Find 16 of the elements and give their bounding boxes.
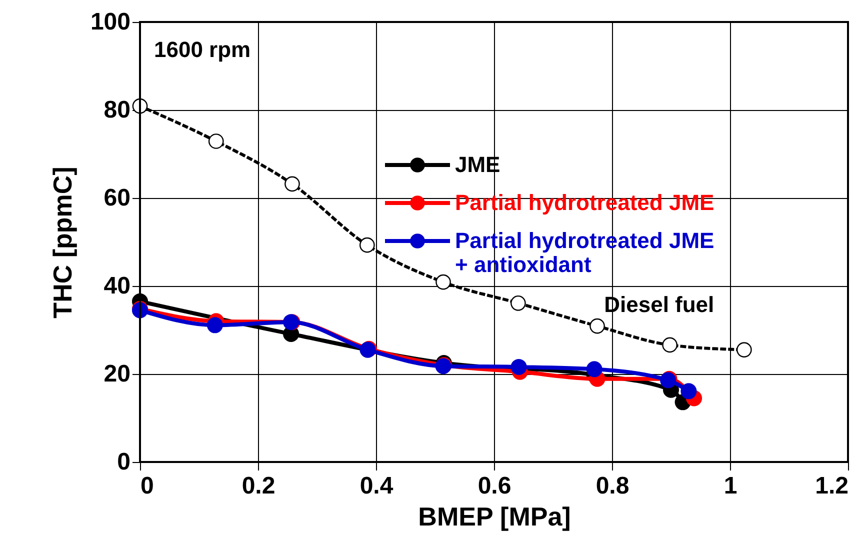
y-tick-label: 20 xyxy=(104,360,130,388)
x-axis-title: BMEP [MPa] xyxy=(418,502,571,532)
x-tick-label: 1 xyxy=(724,472,738,500)
y-tick-label: 100 xyxy=(90,8,130,36)
x-tick-label: 0 xyxy=(140,472,154,500)
y-tick-label: 60 xyxy=(104,184,130,212)
annotation: 1600 rpm xyxy=(154,37,251,62)
y-tick-label: 0 xyxy=(117,448,130,476)
x-tick-label: 1.2 xyxy=(815,472,848,500)
x-tick-label: 0.6 xyxy=(478,472,512,500)
y-axis-title: THC [ppmC] xyxy=(47,166,78,318)
y-tick-label: 80 xyxy=(104,96,130,124)
y-tick-label: 40 xyxy=(104,272,130,300)
x-tick-label: 0.4 xyxy=(360,472,394,500)
x-tick-label: 0.8 xyxy=(596,472,630,500)
x-tick-label: 0.2 xyxy=(242,472,276,500)
